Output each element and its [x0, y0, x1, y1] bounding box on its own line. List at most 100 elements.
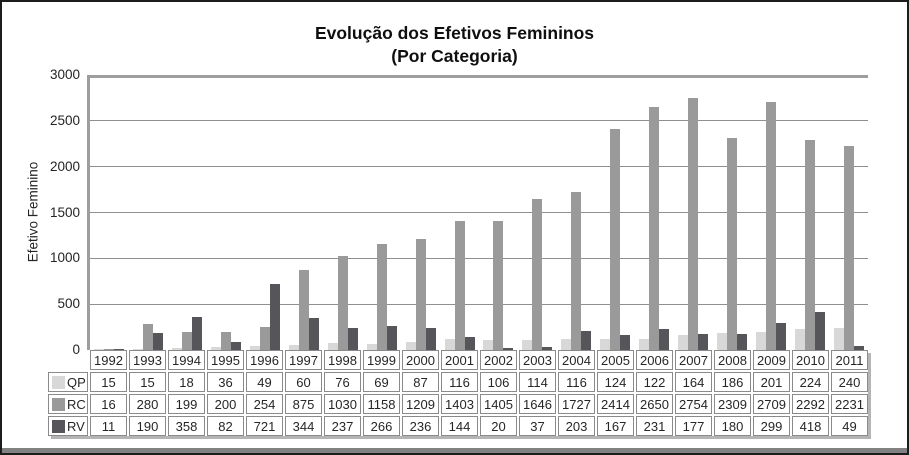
value-cell-rv-2011: 49 [831, 416, 868, 436]
value-cell-rv-2004: 203 [558, 416, 595, 436]
year-cell-2008: 2008 [714, 350, 751, 370]
gridline-1000 [90, 257, 868, 259]
value-cell-rv-1994: 358 [168, 416, 205, 436]
value-cell-rv-2007: 177 [675, 416, 712, 436]
y-tick-label-3000: 3000 [49, 67, 80, 82]
value-cell-rv-2003: 37 [519, 416, 556, 436]
bar-qp-1994 [172, 348, 183, 350]
bar-rv-1998 [347, 328, 358, 350]
value-cell-rc-2006: 2650 [636, 394, 673, 414]
value-cell-rc-2004: 1727 [558, 394, 595, 414]
value-cell-rv-2010: 418 [792, 416, 829, 436]
y-tick-label-2500: 2500 [49, 112, 80, 128]
bar-qp-2008 [716, 332, 727, 350]
bar-rv-1993 [153, 332, 164, 350]
bar-rc-2002 [493, 221, 504, 350]
value-cell-qp-2001: 116 [441, 372, 478, 392]
value-cell-rc-2001: 1403 [441, 394, 478, 414]
year-cell-1997: 1997 [285, 350, 322, 370]
bar-qp-1993 [133, 348, 144, 350]
gridline-1500 [90, 212, 868, 213]
bar-rc-2001 [454, 221, 465, 350]
value-cell-qp-2006: 122 [636, 372, 673, 392]
value-cell-rc-1999: 1158 [363, 394, 400, 414]
bar-rc-2008 [726, 138, 737, 350]
value-cell-qp-1997: 60 [285, 372, 322, 392]
chart-title: Evolução dos Efetivos Femininos [314, 23, 595, 43]
bar-rc-2005 [610, 128, 621, 350]
bar-qp-2010 [794, 329, 805, 350]
value-cell-rc-2009: 2709 [753, 394, 790, 414]
value-cell-rv-2005: 167 [597, 416, 634, 436]
value-cell-rc-1998: 1030 [324, 394, 361, 414]
bar-qp-2006 [639, 338, 650, 350]
bar-rv-2008 [736, 333, 747, 350]
bar-qp-2009 [755, 331, 766, 350]
bar-rv-1997 [308, 318, 319, 350]
bar-rv-2004 [581, 331, 592, 350]
bar-rv-2001 [464, 336, 475, 350]
year-cell-1996: 1996 [246, 350, 283, 370]
y-tick-label-500: 500 [57, 296, 80, 312]
bar-qp-1992 [94, 348, 105, 350]
bar-qp-2005 [600, 338, 611, 350]
bar-rc-2000 [415, 239, 426, 350]
value-cell-qp-2005: 124 [597, 372, 634, 392]
value-cell-qp-1994: 18 [168, 372, 205, 392]
bar-rv-2003 [542, 346, 553, 350]
value-cell-rv-2002: 20 [480, 416, 517, 436]
bar-rc-2007 [687, 97, 698, 350]
year-cell-1993: 1993 [129, 350, 166, 370]
value-cell-qp-1995: 36 [207, 372, 244, 392]
legend-cell-rc: RC [48, 394, 88, 414]
value-cell-rc-1993: 280 [129, 394, 166, 414]
year-cell-2000: 2000 [402, 350, 439, 370]
value-cell-qp-2009: 201 [753, 372, 790, 392]
bar-qp-2000 [405, 342, 416, 350]
value-cell-rc-2011: 2231 [831, 394, 868, 414]
bar-qp-2002 [483, 340, 494, 350]
gridline-2000 [90, 166, 868, 168]
value-cell-qp-1996: 49 [246, 372, 283, 392]
value-cell-rv-2008: 180 [714, 416, 751, 436]
bar-qp-2001 [444, 339, 455, 350]
bar-rv-2000 [425, 328, 436, 350]
bar-qp-1995 [211, 346, 222, 350]
value-cell-rv-1996: 721 [246, 416, 283, 436]
legend-cell-rv: RV [48, 416, 88, 436]
value-cell-rv-2001: 144 [441, 416, 478, 436]
bar-rv-2002 [503, 348, 514, 350]
year-cell-2004: 2004 [558, 350, 595, 370]
value-cell-rv-1999: 266 [363, 416, 400, 436]
year-cell-2005: 2005 [597, 350, 634, 370]
year-cell-2010: 2010 [792, 350, 829, 370]
legend-label-qp: QP [67, 374, 86, 390]
value-cell-rv-2006: 231 [636, 416, 673, 436]
bar-rc-2011 [843, 145, 854, 350]
value-cell-qp-1999: 69 [363, 372, 400, 392]
bar-qp-1998 [327, 343, 338, 350]
year-cell-1995: 1995 [207, 350, 244, 370]
value-cell-qp-1998: 76 [324, 372, 361, 392]
bar-rc-1992 [104, 348, 115, 350]
data-table: 1992 1993 1994 1995 1996 1997 1998 1999 2000 2001… [48, 350, 868, 436]
value-cell-qp-2011: 240 [831, 372, 868, 392]
value-cell-rc-1996: 254 [246, 394, 283, 414]
bar-rv-2009 [775, 322, 786, 350]
chart-title-block: Evolução dos Efetivos Femininos (Por Cat… [2, 22, 907, 68]
year-cell-2011: 2011 [831, 350, 868, 370]
bar-rv-1995 [231, 342, 242, 350]
year-cell-2001: 2001 [441, 350, 478, 370]
bar-rc-2009 [765, 101, 776, 350]
bar-rc-1996 [260, 326, 271, 350]
year-cell-2009: 2009 [753, 350, 790, 370]
value-cell-qp-2000: 87 [402, 372, 439, 392]
value-cell-qp-1992: 15 [90, 372, 127, 392]
gridline-500 [90, 303, 868, 305]
y-tick-label-2000: 2000 [49, 158, 80, 174]
value-cell-rc-2007: 2754 [675, 394, 712, 414]
year-cell-1998: 1998 [324, 350, 361, 370]
plot-area [90, 75, 868, 350]
bar-rv-2005 [620, 334, 631, 350]
